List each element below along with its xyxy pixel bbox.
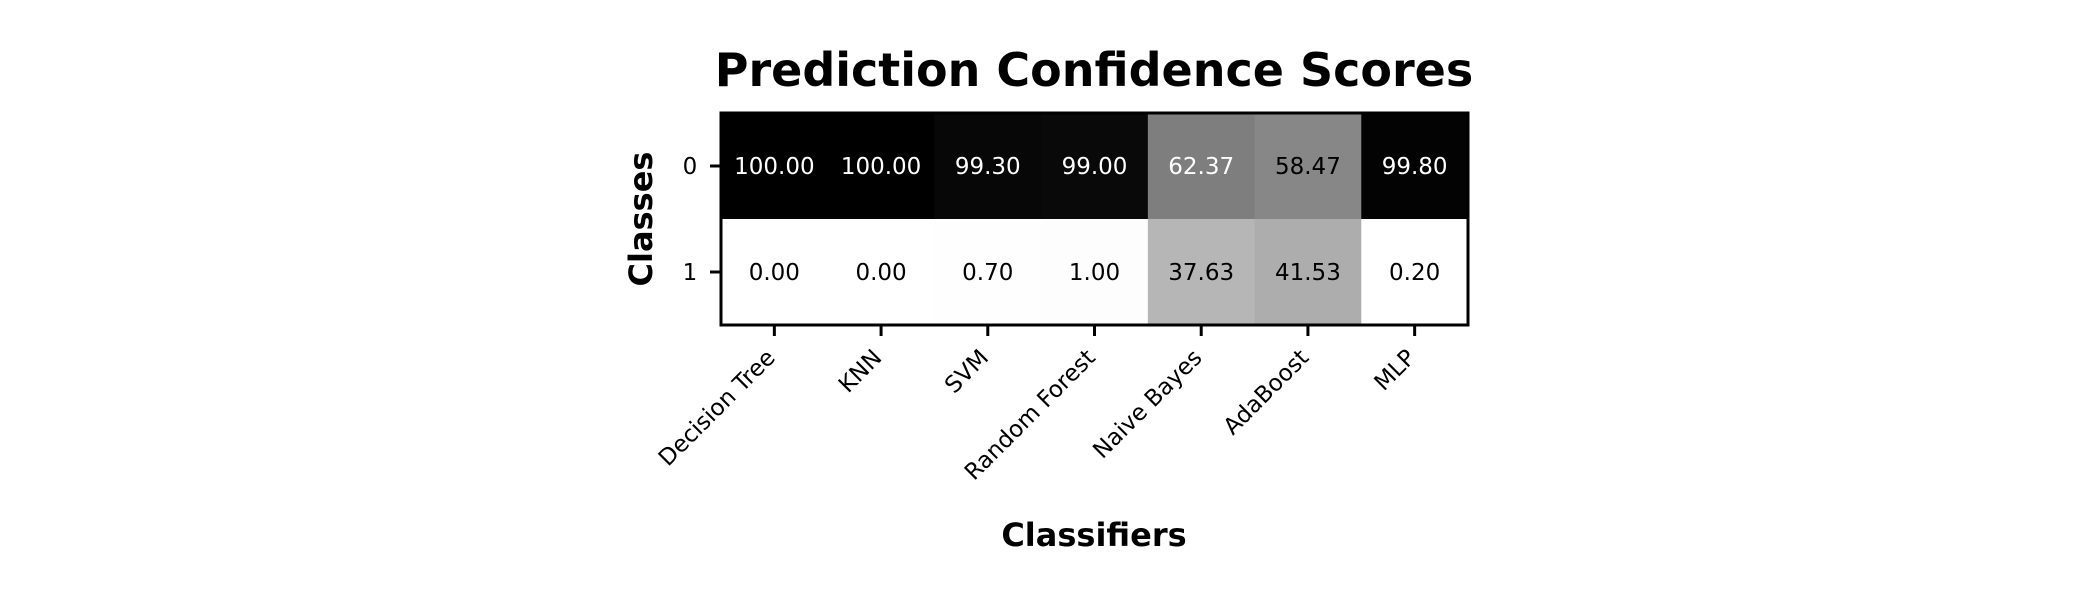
y-axis-title: Classes xyxy=(622,152,660,287)
cell-value-label: 0.00 xyxy=(855,260,906,286)
cell-value-label: 100.00 xyxy=(734,154,814,180)
heatmap-cells xyxy=(721,113,1469,326)
cell-value-label: 1.00 xyxy=(1069,260,1120,286)
y-axis: 01 xyxy=(683,154,721,286)
cell-value-label: 0.70 xyxy=(962,260,1013,286)
x-tick-label: KNN xyxy=(834,345,887,398)
x-tick-label: MLP xyxy=(1370,345,1421,396)
cell-value-label: 99.00 xyxy=(1062,154,1128,180)
y-tick-label: 0 xyxy=(683,154,698,180)
heatmap-cell xyxy=(934,219,1042,326)
x-tick-label: AdaBoost xyxy=(1219,345,1314,440)
heatmap-cell xyxy=(934,113,1042,220)
heatmap-cell xyxy=(1041,113,1149,220)
heatmap-cell xyxy=(1147,219,1256,326)
cell-value-label: 0.20 xyxy=(1389,260,1440,286)
heatmap-cell xyxy=(721,113,829,220)
cell-value-label: 99.80 xyxy=(1382,154,1448,180)
heatmap-cell xyxy=(1254,219,1362,326)
cell-value-label: 0.00 xyxy=(749,260,800,286)
cell-value-label: 62.37 xyxy=(1168,154,1234,180)
cell-value-label: 41.53 xyxy=(1275,260,1341,286)
cell-value-label: 100.00 xyxy=(841,154,921,180)
y-tick-label: 1 xyxy=(683,260,698,286)
heatmap-cell xyxy=(1041,219,1149,326)
x-axis-title: Classifiers xyxy=(1001,516,1186,554)
cell-value-label: 37.63 xyxy=(1168,260,1234,286)
heatmap-cell xyxy=(827,113,935,220)
heatmap-cell xyxy=(1361,113,1469,220)
heatmap-cell xyxy=(1361,219,1469,326)
heatmap-cell xyxy=(1147,113,1256,220)
chart-title: Prediction Confidence Scores xyxy=(715,43,1474,97)
cell-value-labels: 100.00 100.00 99.30 99.00 62.37 58.47 99.80 0.0… xyxy=(734,154,1447,286)
x-tick-label: Decision Tree xyxy=(654,345,781,472)
x-tick-label: SVM xyxy=(940,345,994,399)
heatmap-cell xyxy=(1254,113,1362,220)
x-tick-label: Naive Bayes xyxy=(1088,345,1207,464)
cell-value-label: 58.47 xyxy=(1275,154,1341,180)
heatmap-cell xyxy=(827,219,935,326)
cell-value-label: 99.30 xyxy=(955,154,1021,180)
heatmap-cell xyxy=(721,219,829,326)
